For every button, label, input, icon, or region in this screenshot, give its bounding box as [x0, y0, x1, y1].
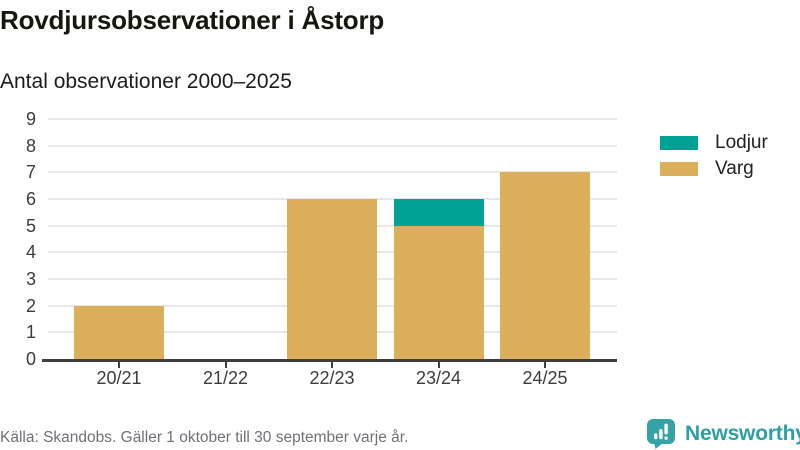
x-axis-line	[42, 359, 617, 362]
y-tick-label: 0	[25, 349, 36, 369]
gridline	[48, 144, 617, 147]
x-tick-label: 23/24	[415, 368, 462, 388]
y-tick-label: 4	[25, 242, 36, 263]
legend-item-lodjur: Lodjur	[660, 130, 768, 156]
bar-segment-varg-23/24	[393, 225, 484, 359]
legend-swatch-lodjur	[660, 136, 698, 150]
newsworthy-speech-bubble-bar-chart-icon	[647, 419, 675, 449]
x-axis-tick	[544, 362, 546, 368]
x-tick-label: 20/21	[96, 368, 142, 388]
bar-segment-varg-20/21	[74, 305, 164, 359]
gridline	[48, 171, 617, 174]
bar-segment-varg-22/23	[287, 199, 377, 359]
legend-label-varg: Varg	[715, 158, 754, 179]
x-axis-tick	[118, 362, 120, 368]
bar-segment-lodjur-23/24	[393, 199, 484, 226]
newsworthy-wordmark: Newsworthy	[685, 421, 800, 445]
gridline	[48, 118, 617, 120]
x-axis-tick	[224, 362, 227, 368]
legend: Lodjur Varg	[660, 130, 768, 182]
x-axis-tick	[331, 362, 333, 368]
x-tick-label: 24/25	[522, 368, 568, 388]
chart-subtitle: Antal observationer 2000–2025	[0, 70, 292, 93]
x-tick-label: 21/22	[202, 368, 249, 388]
y-tick-label: 7	[25, 162, 36, 183]
y-tick-label: 8	[25, 135, 36, 156]
y-tick-label: 9	[25, 109, 36, 129]
y-tick-label: 1	[25, 322, 36, 343]
chart-title: Rovdjursobservationer i Åstorp	[0, 5, 385, 35]
y-tick-label: 5	[25, 215, 36, 236]
legend-item-varg: Varg	[660, 156, 768, 182]
newsworthy-logo: Newsworthy	[646, 418, 800, 449]
legend-label-lodjur: Lodjur	[715, 132, 768, 153]
x-tick-label: 22/23	[309, 368, 355, 388]
y-tick-label: 6	[25, 189, 36, 209]
y-tick-label: 2	[25, 295, 36, 316]
legend-swatch-varg	[660, 162, 698, 176]
bar-segment-varg-24/25	[500, 172, 590, 359]
y-tick-label: 3	[25, 269, 36, 289]
x-axis-tick	[437, 362, 440, 368]
source-note: Källa: Skandobs. Gäller 1 oktober till 3…	[0, 429, 409, 446]
